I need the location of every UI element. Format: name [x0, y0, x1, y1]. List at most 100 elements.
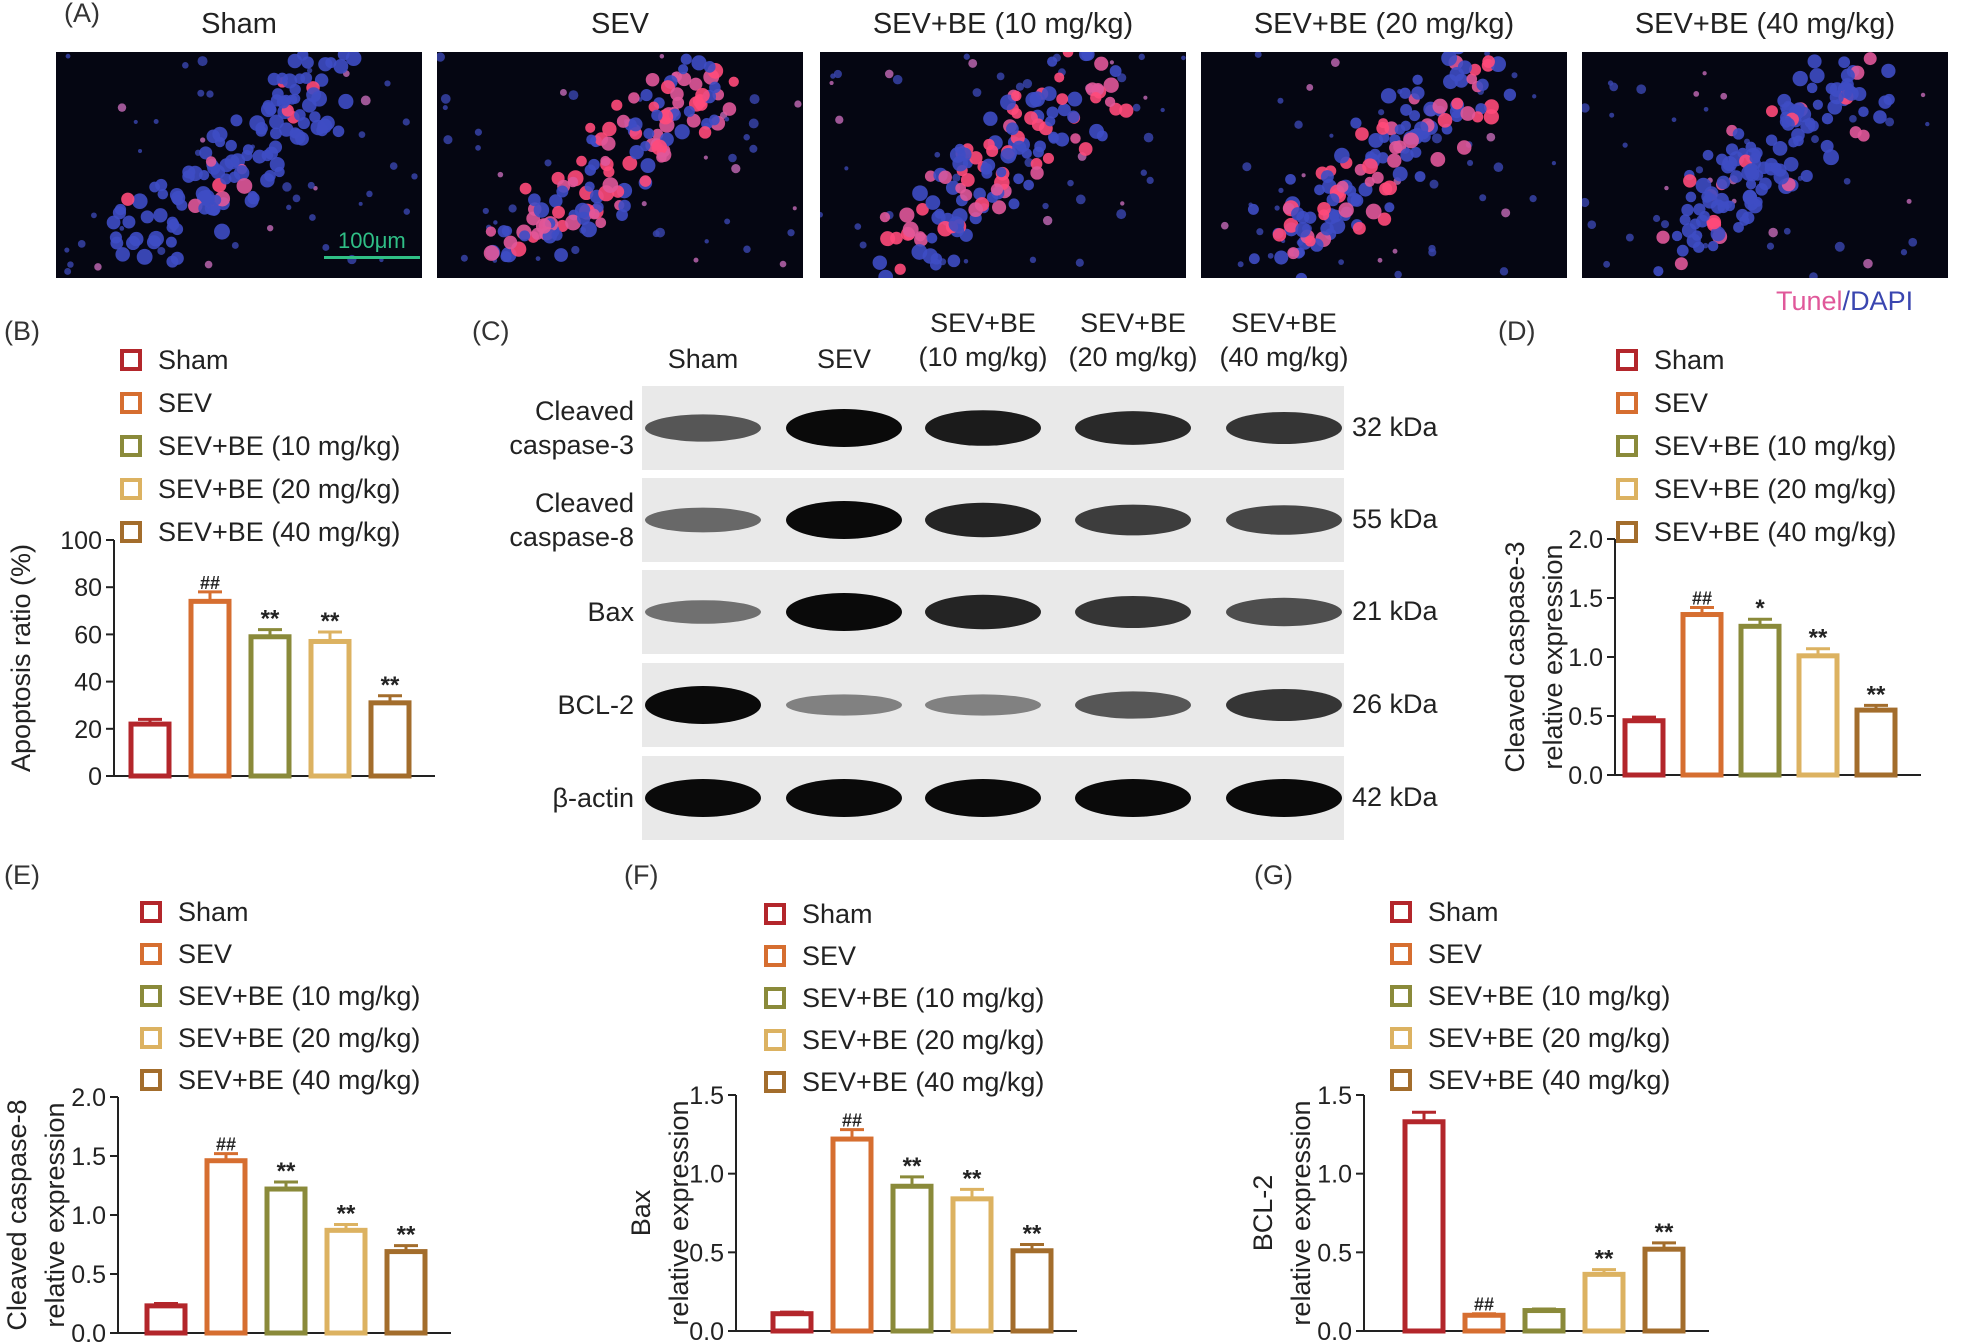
y-tick-label: 1.5	[689, 1082, 724, 1110]
legend-swatch	[1390, 985, 1412, 1007]
nucleus	[1067, 91, 1083, 107]
nucleus	[1334, 147, 1350, 164]
nucleus	[1800, 169, 1813, 183]
nucleus	[168, 218, 180, 230]
scale-bar-label: 100μm	[338, 228, 406, 253]
nucleus	[270, 94, 284, 107]
blot-lane-label-line: (10 mg/kg)	[918, 342, 1048, 372]
legend-label: SEV+BE (40 mg/kg)	[1428, 1065, 1670, 1095]
y-tick-label: 0.5	[1568, 703, 1603, 731]
nucleus	[1432, 98, 1448, 114]
significance-label: ##	[200, 573, 220, 593]
y-tick-label: 0.0	[71, 1320, 106, 1342]
stain-legend-dapi: DAPI	[1850, 286, 1914, 316]
y-tick-label: 1.5	[71, 1143, 106, 1171]
blot-strip	[642, 663, 1344, 747]
blot-strip-bands	[645, 593, 1342, 631]
nucleus	[1792, 70, 1808, 87]
nucleus	[1412, 74, 1423, 85]
cell	[1278, 187, 1284, 193]
cell	[508, 204, 517, 213]
chart-g: Sham SEV SEV+BE (10 mg/kg) SEV+BE (20 mg/kg…	[1248, 897, 1709, 1342]
cell	[1043, 215, 1053, 226]
nucleus	[1685, 191, 1697, 203]
bar	[770, 1311, 814, 1334]
nucleus	[600, 155, 611, 167]
legend-label: SEV+BE (10 mg/kg)	[1654, 431, 1896, 461]
micrograph-title-be10: SEV+BE (10 mg/kg)	[872, 8, 1134, 40]
nucleus	[1451, 97, 1464, 110]
nucleus	[879, 212, 891, 223]
nucleus	[1456, 140, 1472, 155]
nucleus	[1716, 175, 1731, 190]
cell	[133, 119, 138, 125]
cell	[119, 226, 125, 231]
nucleus	[503, 235, 518, 250]
cell	[779, 260, 787, 268]
blot-lane-label: SEV+BE (10 mg/kg)	[903, 306, 1063, 374]
nucleus	[1248, 253, 1260, 265]
blot-lane-label-line: (20 mg/kg)	[1068, 342, 1198, 372]
nucleus	[260, 173, 275, 188]
nucleus	[1274, 250, 1289, 265]
y-tick-label: 1.5	[1317, 1082, 1352, 1110]
nucleus	[1858, 106, 1869, 118]
cell	[282, 182, 292, 192]
cell	[1603, 260, 1611, 268]
cell	[1431, 133, 1442, 144]
nucleus	[1320, 170, 1334, 184]
nucleus	[986, 144, 999, 157]
nucleus	[198, 201, 211, 215]
cell	[1467, 159, 1474, 166]
legend-swatch	[764, 987, 786, 1009]
cell	[1664, 185, 1669, 191]
nucleus	[629, 144, 644, 160]
cell	[1908, 237, 1918, 247]
nucleus	[554, 248, 568, 262]
micrograph-be20-cells	[1220, 52, 1557, 278]
nucleus	[645, 72, 660, 87]
cell	[1766, 242, 1775, 250]
blot-band	[786, 694, 902, 716]
nucleus	[121, 192, 135, 206]
cell	[322, 243, 330, 251]
nucleus	[934, 208, 945, 219]
cell	[440, 93, 451, 104]
blot-band	[786, 501, 902, 539]
nucleus	[1400, 103, 1413, 116]
nucleus	[616, 209, 628, 221]
significance-label: **	[1867, 681, 1886, 708]
panel-label-c: (C)	[472, 316, 510, 346]
nucleus	[1031, 118, 1045, 132]
significance-label: **	[321, 608, 340, 635]
nucleus	[1758, 177, 1772, 191]
cell	[1479, 194, 1487, 202]
cell	[307, 181, 315, 189]
bar	[248, 634, 292, 779]
nucleus	[1881, 63, 1896, 78]
cell	[1140, 169, 1147, 176]
micrograph-be10-cells	[820, 52, 1186, 278]
nucleus	[670, 87, 684, 101]
legend-swatch	[764, 1029, 786, 1051]
nucleus	[136, 248, 153, 265]
cell	[403, 208, 410, 215]
cell	[659, 53, 665, 59]
nucleus	[580, 221, 597, 238]
cell	[792, 206, 797, 211]
nucleus	[980, 162, 993, 175]
legend-swatch	[1390, 1027, 1412, 1049]
nucleus	[1451, 110, 1463, 123]
cell	[724, 116, 730, 122]
cell	[1067, 179, 1074, 187]
blot-lane-label: SEV+BE (20 mg/kg)	[1053, 306, 1213, 374]
blot-band	[925, 594, 1041, 630]
cell	[535, 256, 541, 261]
nucleus	[1745, 179, 1757, 190]
nucleus	[1384, 202, 1395, 213]
bar	[1738, 623, 1782, 778]
cell	[442, 105, 448, 111]
blot-band	[786, 779, 902, 817]
nucleus	[314, 73, 329, 87]
nucleus	[1012, 140, 1027, 155]
